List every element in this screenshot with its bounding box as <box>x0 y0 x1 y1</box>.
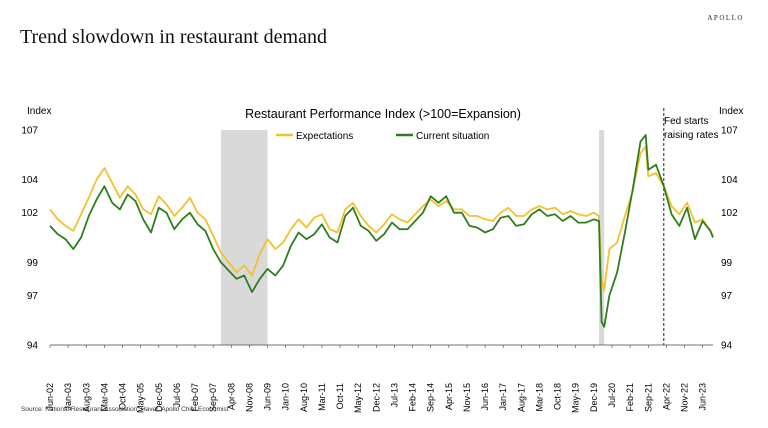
x-tick-label-24: Jun-16 <box>480 383 490 411</box>
recession-band-0 <box>220 130 268 345</box>
x-tick-label-2: Aug-03 <box>81 383 91 412</box>
x-tick-label-11: Nov-08 <box>244 383 254 412</box>
chart-lines <box>49 134 714 328</box>
x-tick-label-14: Aug-10 <box>299 383 309 412</box>
recession-shading <box>220 130 605 345</box>
y-tick-right-97: 97 <box>721 291 733 302</box>
x-tick-label-32: Feb-21 <box>625 383 635 412</box>
x-tick-label-16: Oct-11 <box>335 383 345 409</box>
y-axis-label-left: Index <box>27 106 51 117</box>
x-tick-label-4: Oct-04 <box>118 383 128 410</box>
x-tick-label-36: Jun-23 <box>698 383 708 411</box>
x-tick-label-22: Apr-15 <box>444 383 454 410</box>
legend: Expectations Current situation <box>276 131 489 142</box>
expectations-line <box>49 145 714 292</box>
annotation-fed-line1: Fed starts <box>664 116 708 127</box>
x-tick-label-5: May-05 <box>136 383 146 413</box>
x-tick-label-12: Jun-09 <box>263 383 273 411</box>
x-tick-label-13: Jan-10 <box>281 383 291 411</box>
x-tick-label-8: Feb-07 <box>190 383 200 412</box>
x-tick-label-7: Jul-06 <box>172 383 182 408</box>
brand-logo: APOLLO <box>707 14 744 22</box>
y-axis-label-right: Index <box>719 106 743 117</box>
x-tick-label-34: Apr-22 <box>661 383 671 410</box>
x-tick-label-9: Sep-07 <box>208 383 218 412</box>
x-tick-label-25: Jan-17 <box>498 383 508 411</box>
y-tick-left-102: 102 <box>21 208 38 219</box>
y-tick-right-107: 107 <box>721 126 738 137</box>
x-tick-label-31: Jul-20 <box>607 383 617 408</box>
source-note: Source: National Restaurant Association,… <box>21 406 229 413</box>
x-tick-label-0: Jun-02 <box>45 383 55 411</box>
current-situation-line <box>49 134 714 328</box>
y-tick-left-107: 107 <box>21 126 38 137</box>
recession-band-1 <box>599 130 605 345</box>
annotation-fed-line2: raising rates <box>664 130 718 141</box>
y-tick-left-99: 99 <box>27 258 39 269</box>
page-title: Trend slowdown in restaurant demand <box>20 26 327 48</box>
y-tick-right-102: 102 <box>721 208 738 219</box>
x-tick-label-28: Oct-18 <box>553 383 563 410</box>
x-tick-label-19: Jul-13 <box>389 383 399 408</box>
x-tick-label-17: May-12 <box>353 383 363 413</box>
y-tick-right-94: 94 <box>721 341 733 352</box>
legend-label-expectations: Expectations <box>296 131 353 142</box>
x-tick-label-18: Dec-12 <box>371 383 381 412</box>
x-tick-label-15: Mar-11 <box>317 383 327 411</box>
x-tick-label-6: Dec-05 <box>154 383 164 412</box>
x-tick-label-3: Mar-04 <box>99 383 109 412</box>
legend-label-current: Current situation <box>416 131 489 142</box>
y-tick-left-104: 104 <box>21 175 38 186</box>
x-tick-label-35: Nov-22 <box>680 383 690 412</box>
x-tick-label-23: Nov-15 <box>462 383 472 412</box>
x-tick-label-27: Mar-18 <box>534 383 544 412</box>
y-tick-right-104: 104 <box>721 175 738 186</box>
chart-title: Restaurant Performance Index (>100=Expan… <box>245 107 521 121</box>
x-tick-label-30: Dec-19 <box>589 383 599 412</box>
y-tick-left-97: 97 <box>27 291 39 302</box>
x-tick-label-29: May-19 <box>571 383 581 413</box>
chart-axes: 94 94 97 97 99 99 102 102 104 104 107 107 Jun-02 Jan-… <box>21 126 738 414</box>
y-tick-right-99: 99 <box>721 258 733 269</box>
x-tick-label-33: Sep-21 <box>643 383 653 412</box>
x-tick-label-20: Feb-14 <box>408 383 418 412</box>
x-tick-label-21: Sep-14 <box>426 383 436 412</box>
y-tick-left-94: 94 <box>27 341 39 352</box>
x-tick-label-26: Aug-17 <box>516 383 526 412</box>
x-tick-label-1: Jan-03 <box>63 383 73 411</box>
x-tick-label-10: Apr-08 <box>226 383 236 410</box>
